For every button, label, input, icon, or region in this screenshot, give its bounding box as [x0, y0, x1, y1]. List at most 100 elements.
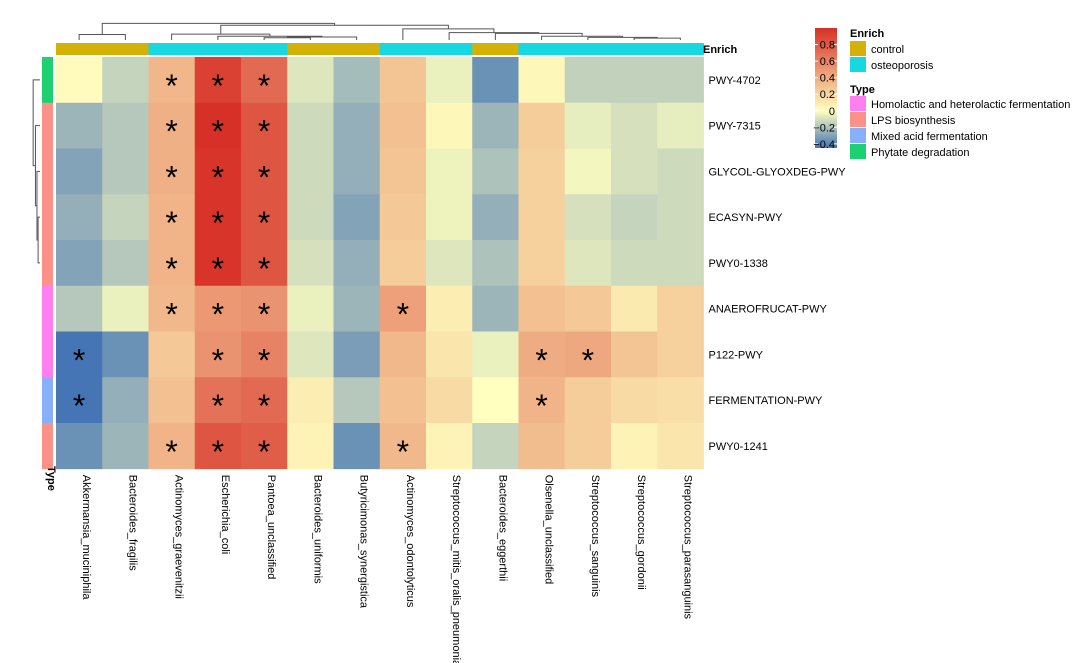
heatmap-cell: [56, 240, 103, 287]
significance-star: *: [258, 434, 270, 470]
heatmap-cell: [194, 377, 242, 424]
type-bar-label: Type: [45, 466, 57, 491]
heatmap-cell: [472, 240, 519, 287]
type-cell: [42, 240, 53, 287]
dendrogram-branch: [171, 33, 271, 40]
significance-star: *: [73, 342, 85, 378]
significance-markers: * * * * * * * * * * * * * * * * * * * * * * * * * * * * * * * *: [73, 68, 594, 470]
dendrogram-branch: [78, 33, 126, 40]
heatmap-cell: [426, 423, 473, 470]
heatmap-cell: [564, 240, 612, 287]
heatmap-cell: [564, 102, 612, 149]
significance-star: *: [165, 68, 177, 104]
heatmap-cell: [102, 57, 149, 104]
heatmap-cell: [241, 57, 288, 104]
type-legend: Type Homolactic and heterolactic ferment…: [850, 84, 1070, 159]
heatmap-cell: [102, 102, 149, 149]
heatmap-cell: [148, 423, 196, 470]
heatmap-cell: [333, 57, 381, 104]
heatmap-cell: [148, 102, 196, 149]
type-legend-swatch: [850, 96, 866, 111]
column-label: Bacteroides_eggerthii: [496, 475, 508, 581]
significance-star: *: [212, 114, 224, 150]
heatmap-cell: [518, 57, 566, 104]
column-label: Streptococcus_parasanguinis: [681, 475, 693, 620]
heatmap-cell: [148, 331, 196, 378]
heatmap-cell: [472, 102, 519, 149]
enrich-legend-swatch: [850, 57, 866, 72]
heatmap-cell: [657, 423, 704, 470]
column-label: Bacteroides_uniformis: [311, 475, 323, 584]
heatmap-cell: [426, 57, 473, 104]
heatmap-cell: [611, 57, 658, 104]
heatmap-cell: [518, 377, 566, 424]
column-label: Actinomyces_graevenitzii: [173, 475, 185, 599]
dendrogram-branch: [32, 79, 40, 167]
heatmap-cell: [657, 285, 704, 332]
enrich-cell: [379, 43, 427, 55]
row-label: PWY-7315: [709, 121, 761, 133]
row-dendrogram: [32, 79, 40, 264]
heatmap-cell: [194, 57, 242, 104]
heatmap-cell: [241, 423, 288, 470]
enrich-cell: [611, 43, 658, 55]
heatmap-cell: [564, 423, 612, 470]
color-scale-tick: 0.8: [820, 40, 835, 52]
significance-star: *: [535, 388, 547, 424]
heatmap-cell: [287, 148, 334, 195]
type-cell: [42, 148, 53, 195]
heatmap-cell: [56, 285, 103, 332]
heatmap-cell: [472, 57, 519, 104]
enrich-cell: [102, 43, 149, 55]
heatmap-cell: [241, 377, 288, 424]
heatmap-cell: [426, 240, 473, 287]
column-label: Actinomyces_odontolyticus: [404, 475, 416, 608]
color-scale-legend: 0.8 0.6 0.4 0.2 0 −0.2 −0.4: [813, 28, 837, 151]
heatmap-cell: [287, 102, 334, 149]
type-cell: [42, 331, 53, 378]
heatmap-cell: [426, 377, 473, 424]
heatmap-cell: [333, 285, 381, 332]
column-label: Akkermansia_muciniphila: [80, 475, 92, 601]
dendrogram-branch: [263, 37, 311, 40]
row-label: PWY0-1338: [709, 258, 768, 270]
heatmap-cell: [472, 331, 519, 378]
enrich-legend-title: Enrich: [850, 28, 885, 40]
heatmap-cell: [287, 194, 334, 241]
row-label: P122-PWY: [709, 349, 764, 361]
column-label: Streptococcus_sanguinis: [589, 475, 601, 598]
heatmap-cell: [518, 331, 566, 378]
heatmap-cell: [287, 285, 334, 332]
heatmap-cell: [379, 57, 427, 104]
significance-star: *: [165, 114, 177, 150]
heatmap-cell: [333, 331, 381, 378]
significance-star: *: [73, 388, 85, 424]
heatmap-cell: [287, 423, 334, 470]
color-scale-tick: −0.2: [813, 122, 835, 134]
heatmap-cell: [241, 148, 288, 195]
type-legend-label: Mixed acid fermentation: [871, 131, 988, 143]
significance-star: *: [165, 205, 177, 241]
column-label: Streptococcus_mitis_oralis_pneumoniae: [450, 475, 462, 663]
heatmap-cell: [426, 194, 473, 241]
heatmap-cell: [611, 423, 658, 470]
heatmap-cell: [611, 377, 658, 424]
heatmap-cell: [379, 194, 427, 241]
dendrogram-branch: [37, 216, 40, 264]
significance-star: *: [212, 434, 224, 470]
significance-star: *: [258, 342, 270, 378]
row-label: ECASYN-PWY: [709, 212, 784, 224]
heatmap-cell: [148, 148, 196, 195]
enrich-cell: [194, 43, 242, 55]
row-label: GLYCOL-GLYOXDEG-PWY: [709, 166, 847, 178]
heatmap-cell: [379, 102, 427, 149]
significance-star: *: [212, 68, 224, 104]
enrich-legend-label: osteoporosis: [871, 60, 934, 72]
heatmap-cell: [102, 331, 149, 378]
color-scale-tick: 0.2: [820, 89, 835, 101]
heatmap-cell: [518, 102, 566, 149]
heatmap-cell: [611, 102, 658, 149]
heatmap-cell: [333, 377, 381, 424]
enrich-cell: [333, 43, 381, 55]
dendrogram-branch: [34, 125, 40, 207]
